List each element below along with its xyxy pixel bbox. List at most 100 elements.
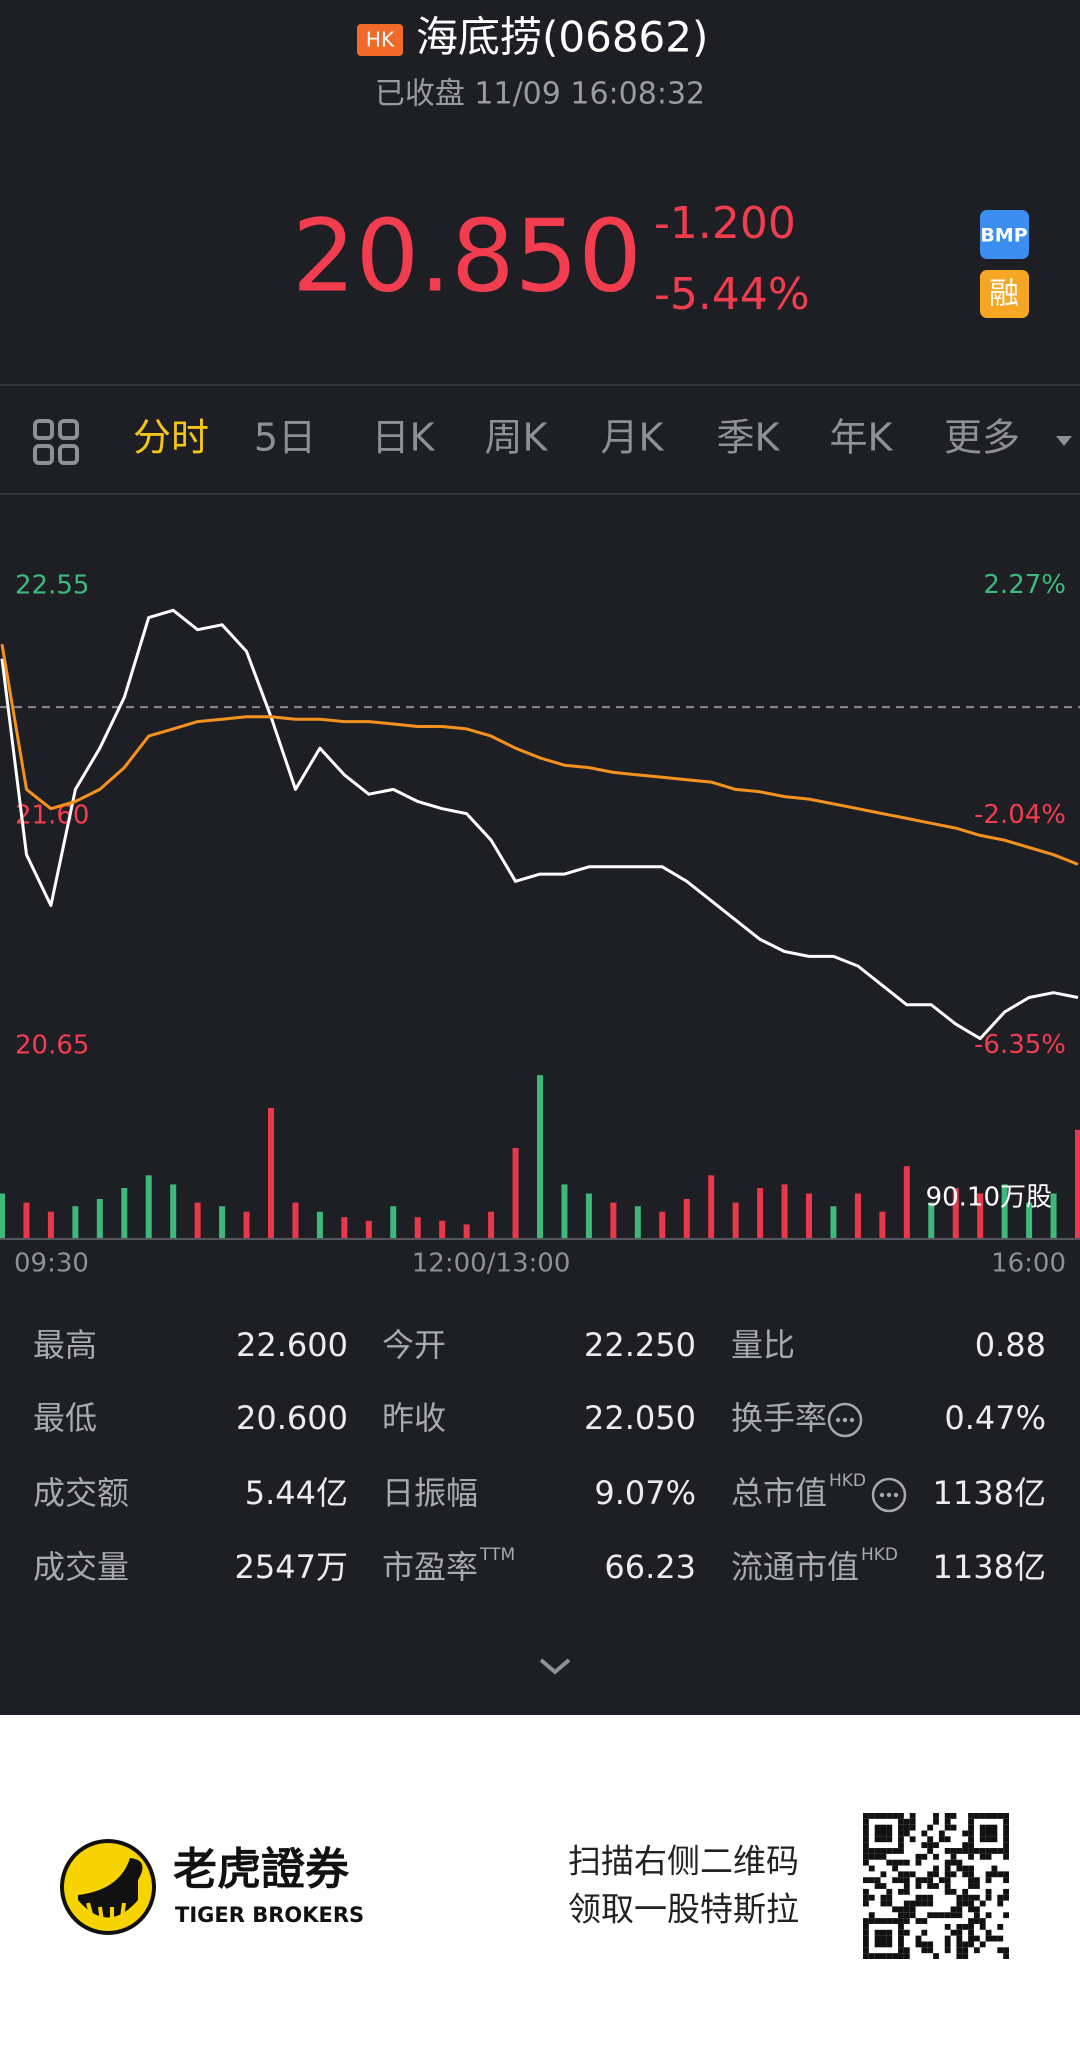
qr-cell	[1003, 1848, 1009, 1854]
qr-cell	[991, 1935, 998, 1942]
qr-cell	[991, 1836, 998, 1843]
qr-cell	[968, 1877, 974, 1884]
volume-bar	[757, 1188, 764, 1239]
series-line	[0, 608, 1079, 1041]
qr-cell	[944, 1947, 951, 1954]
volume-bar	[96, 1198, 103, 1239]
info-dot	[893, 1492, 899, 1498]
info-icon[interactable]	[827, 1402, 863, 1438]
price-change-pct: -5.44%	[654, 269, 810, 320]
qr-cell	[892, 1906, 899, 1913]
stat-label: 今开	[382, 1326, 446, 1364]
price-change: -1.200	[654, 198, 796, 249]
qr-cell	[903, 1906, 910, 1913]
qr-cell	[868, 1853, 875, 1860]
info-icon[interactable]	[871, 1477, 907, 1513]
qr-cell	[868, 1877, 875, 1884]
qr-cell	[903, 1953, 910, 1959]
period-tab[interactable]: 季K	[717, 416, 781, 460]
qr-cell	[962, 1923, 969, 1930]
volume-bar	[47, 1211, 54, 1239]
qr-cell	[1003, 1830, 1009, 1837]
stat-value: 22.250	[584, 1326, 696, 1364]
bmp-badge-text: BMP	[980, 225, 1027, 247]
qr-cell	[903, 1830, 910, 1837]
qr-cell	[1003, 1888, 1009, 1895]
qr-cell	[898, 1818, 904, 1825]
qr-cell	[950, 1859, 957, 1866]
y2-tick-label: -2.04%	[974, 800, 1066, 830]
period-tab[interactable]: 分时	[133, 416, 209, 460]
promo-text: 领取一股特斯拉	[568, 1890, 799, 1929]
volume-bar	[585, 1193, 592, 1239]
volume-bar	[194, 1202, 201, 1239]
period-tab[interactable]: 5日	[254, 416, 316, 460]
qr-cell	[938, 1912, 945, 1919]
qr-cell	[956, 1923, 963, 1930]
grid-icon[interactable]	[33, 419, 79, 465]
qr-cell	[985, 1871, 992, 1878]
qr-cell	[944, 1848, 951, 1854]
stat-label: 成交额	[33, 1474, 129, 1512]
qr-cell	[933, 1912, 939, 1919]
period-tab[interactable]: 周K	[485, 416, 549, 460]
stat-label: 流通市值	[731, 1548, 859, 1586]
qr-cell	[985, 1824, 992, 1831]
qr-cell	[903, 1929, 910, 1936]
stat-value: 22.600	[236, 1326, 348, 1364]
qr-cell	[921, 1842, 928, 1849]
period-tab[interactable]: 月K	[601, 416, 665, 460]
qr-cell	[1003, 1824, 1009, 1831]
qr-cell	[868, 1953, 875, 1959]
qr-cell	[898, 1953, 904, 1959]
volume-bar	[72, 1206, 79, 1239]
qr-cell	[909, 1871, 916, 1878]
volume-bar	[683, 1198, 690, 1239]
volume-bar	[1075, 1129, 1080, 1239]
qr-cell	[985, 1853, 992, 1860]
qr-cell	[968, 1894, 974, 1901]
volume-bar	[1026, 1202, 1033, 1239]
qr-cell	[903, 1877, 910, 1884]
qr-cell	[968, 1935, 974, 1942]
qr-cell	[892, 1918, 899, 1924]
qr-cell	[968, 1853, 974, 1860]
qr-cell	[886, 1894, 893, 1901]
volume-bar	[879, 1211, 886, 1239]
qr-cell	[915, 1853, 922, 1860]
qr-cell	[921, 1900, 928, 1907]
volume-bar	[170, 1184, 177, 1239]
qr-cell	[886, 1848, 893, 1854]
qr-cell	[956, 1953, 963, 1959]
margin-badge-text: 融	[989, 277, 1019, 312]
period-tab[interactable]: 日K	[372, 416, 436, 460]
volume-bar	[390, 1206, 397, 1239]
qr-cell	[909, 1813, 916, 1819]
stat-label: 最高	[33, 1326, 97, 1364]
stat-value: 20.600	[236, 1399, 348, 1437]
qr-cell	[991, 1830, 998, 1837]
qr-cell	[880, 1813, 887, 1819]
qr-cell	[880, 1941, 887, 1948]
market-status: 已收盘 11/09 16:08:32	[375, 77, 705, 112]
qr-cell	[979, 1848, 986, 1854]
qr-cell	[1003, 1877, 1009, 1884]
dropdown-arrow[interactable]	[1056, 436, 1072, 446]
qr-cell	[1003, 1813, 1009, 1819]
expand-chevron[interactable]	[539, 1658, 571, 1675]
volume-bar	[121, 1188, 128, 1239]
period-tab[interactable]: 年K	[830, 416, 894, 460]
period-tab[interactable]: 更多	[944, 416, 1020, 460]
qr-cell	[927, 1883, 934, 1889]
volume-bar	[219, 1206, 226, 1239]
qr-cell	[962, 1865, 969, 1872]
qr-cell	[863, 1923, 869, 1930]
qr-cell	[968, 1923, 974, 1930]
qr-cell	[903, 1918, 910, 1924]
qr-cell	[898, 1877, 904, 1884]
qr-cell	[909, 1912, 916, 1919]
qr-cell	[968, 1906, 974, 1913]
qr-cell	[880, 1848, 887, 1854]
x-tick-label: 09:30	[14, 1249, 89, 1279]
qr-cell	[968, 1871, 974, 1878]
